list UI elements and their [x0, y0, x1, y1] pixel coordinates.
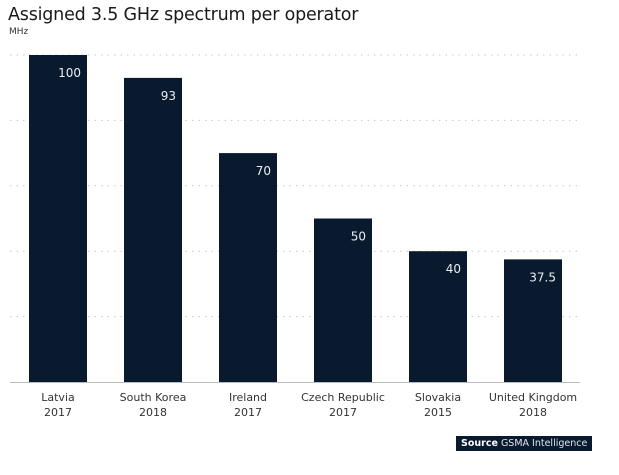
data-label: 40 — [446, 262, 461, 276]
data-label: 50 — [351, 230, 366, 244]
x-tick-label: Ireland — [229, 391, 267, 404]
source-badge: Source GSMA Intelligence — [456, 436, 593, 451]
x-tick-year: 2017 — [44, 406, 72, 419]
source-text: GSMA Intelligence — [500, 438, 588, 449]
bar — [29, 55, 87, 382]
x-tick-year: 2017 — [234, 406, 262, 419]
chart-subtitle: MHz — [9, 27, 29, 37]
source-label: Source — [461, 438, 498, 449]
bar — [409, 251, 467, 382]
data-label: 70 — [256, 164, 271, 178]
bar — [219, 153, 277, 382]
x-tick-year: 2018 — [519, 406, 547, 419]
bar — [314, 218, 372, 382]
x-tick-label: Latvia — [41, 391, 75, 404]
data-label: 100 — [58, 66, 81, 80]
x-tick-year: 2015 — [424, 406, 452, 419]
bar — [504, 259, 562, 382]
bar — [124, 77, 182, 382]
data-label: 37.5 — [529, 270, 556, 284]
x-tick-label: Slovakia — [415, 391, 461, 404]
chart-title: Assigned 3.5 GHz spectrum per operator — [8, 5, 359, 25]
x-tick-label: Czech Republic — [301, 391, 385, 404]
x-tick-label: United Kingdom — [489, 391, 577, 404]
data-label: 93 — [161, 89, 176, 103]
x-tick-label: South Korea — [120, 391, 187, 404]
x-tick-year: 2017 — [329, 406, 357, 419]
x-tick-year: 2018 — [139, 406, 167, 419]
